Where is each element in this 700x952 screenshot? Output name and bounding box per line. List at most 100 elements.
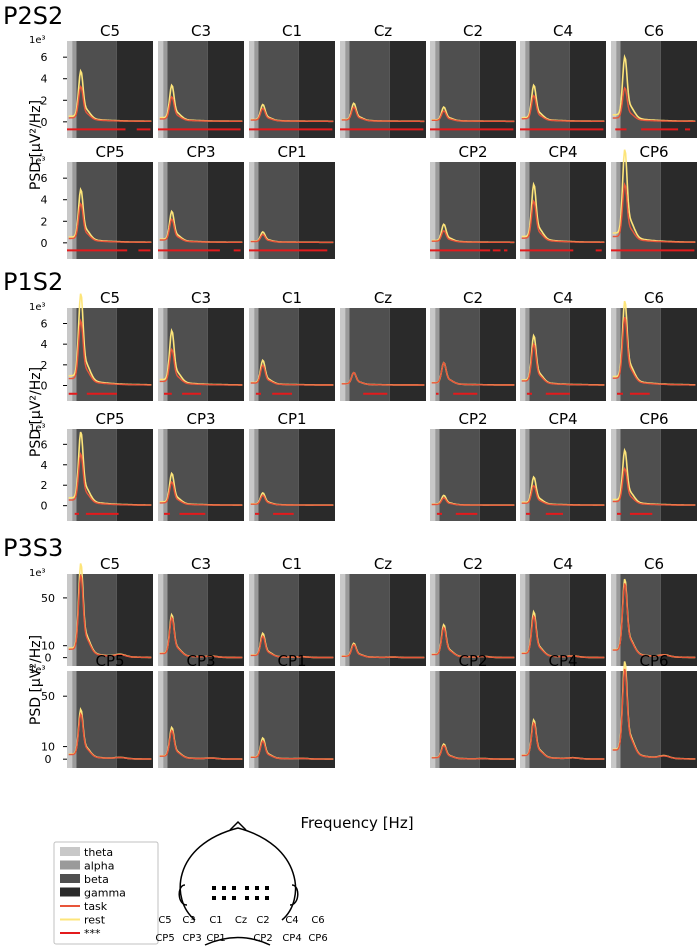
theta-band	[249, 308, 255, 401]
beta-band	[349, 41, 390, 138]
channel-label: CP5	[95, 143, 124, 161]
theta-band	[430, 429, 436, 521]
channel-label: CP2	[458, 652, 487, 670]
panel-p2s2-c2: C2	[430, 22, 516, 138]
channel-label: CP1	[277, 143, 306, 161]
beta-band	[258, 162, 299, 259]
gamma-band	[569, 671, 606, 768]
panel-p2s2-c3: C3	[158, 22, 244, 138]
channel-label: C2	[463, 22, 483, 40]
theta-band	[611, 162, 617, 259]
panel-p2s2-c6: C6	[611, 22, 697, 138]
y-tick-label: 2	[41, 359, 48, 372]
channel-label: C5	[100, 22, 120, 40]
task-psd-line	[159, 347, 243, 386]
theta-band	[520, 162, 526, 259]
gamma-band	[116, 574, 153, 666]
gamma-band	[207, 308, 244, 401]
alpha-band	[435, 429, 440, 521]
theta-band	[249, 162, 255, 259]
beta-band	[167, 429, 208, 521]
panel-p3s3-c1: C1	[249, 555, 335, 666]
y-tick-label: 2	[41, 479, 48, 492]
alpha-band	[616, 162, 621, 259]
beta-band	[620, 41, 661, 138]
beta-band	[258, 574, 299, 666]
task-psd-line	[68, 451, 152, 506]
panel-p3s3-cz: Cz	[340, 555, 426, 666]
beta-band	[258, 429, 299, 521]
head-outline	[179, 827, 297, 921]
alpha-band	[616, 574, 621, 666]
panel-p2s2-cp3: CP3	[158, 143, 244, 259]
y-exponent-label: 1e³	[29, 35, 46, 46]
channel-label: CP3	[186, 652, 215, 670]
legend-label: rest	[84, 914, 106, 927]
x-axis-label: Frequency [Hz]	[300, 814, 413, 832]
beta-band	[439, 429, 480, 521]
theta-band	[611, 308, 617, 401]
panel-p3s3-c5: C5 010 50 1e³	[29, 555, 153, 666]
channel-label: C3	[191, 555, 211, 573]
legend-item-task: task	[60, 900, 108, 913]
alpha-band	[254, 162, 259, 259]
channel-label: CP3	[186, 410, 215, 428]
y-tick-label: 50	[41, 690, 55, 703]
gamma-band	[569, 162, 606, 259]
gamma-band	[116, 671, 153, 768]
task-psd-line	[612, 466, 696, 506]
electrode-dot	[212, 886, 216, 890]
legend-swatch	[60, 887, 80, 897]
gamma-band	[298, 41, 335, 138]
theta-band	[611, 671, 617, 768]
task-psd-line	[250, 740, 334, 760]
alpha-band	[72, 429, 77, 521]
channel-label: CP4	[548, 652, 577, 670]
panel-p2s2-cz: Cz	[340, 22, 426, 138]
gamma-band	[479, 671, 516, 768]
panel-p3s3-cp2: CP2	[430, 652, 516, 768]
task-psd-line	[612, 86, 696, 122]
alpha-band	[345, 41, 350, 138]
alpha-band	[616, 308, 621, 401]
channel-label: C2	[463, 289, 483, 307]
task-psd-line	[431, 229, 515, 243]
panel-p2s2-cp5: CP5 0 2 4 6 1e³	[29, 143, 153, 259]
gamma-band	[479, 41, 516, 138]
task-psd-line	[250, 233, 334, 243]
panel-p1s2-c2: C2	[430, 289, 516, 401]
gamma-band	[569, 574, 606, 666]
channel-label: C6	[644, 22, 664, 40]
panel-p1s2-c6: C6	[611, 289, 697, 401]
panel-p1s2-c5: C5 0 2 4 6 1e³	[29, 289, 153, 401]
channel-label: CP4	[548, 410, 577, 428]
y-axis-label-p3s3: PSD [µV²/Hz]	[28, 635, 44, 725]
task-psd-line	[521, 199, 605, 243]
alpha-band	[254, 41, 259, 138]
electrode-dots	[212, 886, 269, 900]
electrode-dot	[255, 896, 259, 900]
gamma-band	[207, 41, 244, 138]
alpha-band	[435, 162, 440, 259]
beta-band	[529, 574, 570, 666]
task-psd-line	[431, 497, 515, 506]
channel-label: CP5	[95, 652, 124, 670]
channel-label: C6	[644, 289, 664, 307]
theta-band	[67, 41, 73, 138]
task-psd-line	[612, 316, 696, 386]
theta-band	[67, 162, 73, 259]
y-tick-label: 10	[41, 640, 55, 653]
gamma-band	[207, 671, 244, 768]
alpha-band	[254, 671, 259, 768]
y-tick-label: 6	[41, 438, 48, 451]
gamma-band	[389, 574, 426, 666]
task-psd-line	[250, 364, 334, 386]
theta-band	[611, 429, 617, 521]
channel-label: C6	[644, 555, 664, 573]
task-psd-line	[341, 371, 425, 386]
theta-band	[249, 41, 255, 138]
alpha-band	[525, 162, 530, 259]
channel-label: CP4	[548, 143, 577, 161]
